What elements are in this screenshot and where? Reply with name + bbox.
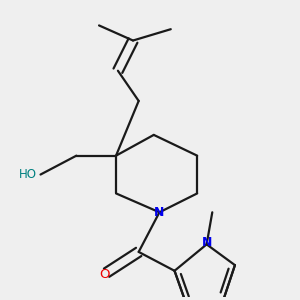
Text: N: N	[154, 206, 165, 219]
Text: N: N	[201, 236, 212, 249]
Text: O: O	[100, 268, 110, 281]
Text: HO: HO	[19, 168, 37, 181]
